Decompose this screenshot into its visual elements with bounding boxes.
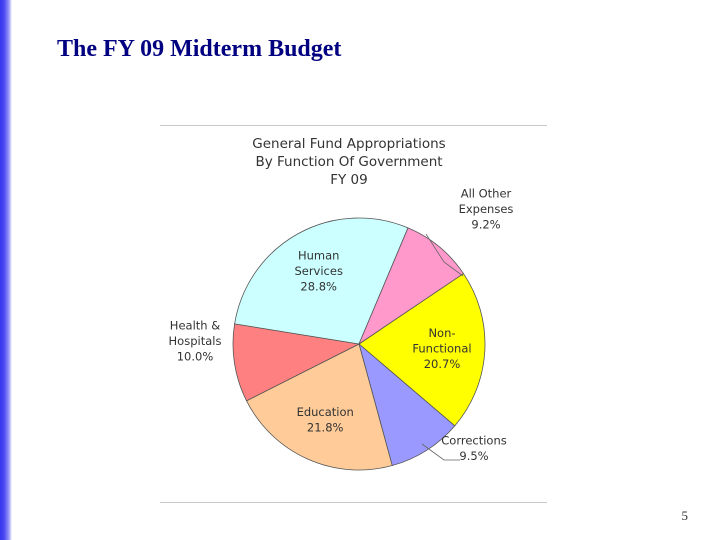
slice-label: Health & Hospitals 10.0% (169, 319, 222, 364)
slice-label-line: Human (298, 249, 339, 263)
pie-slice (232, 323, 361, 402)
chart-frame: General Fund Appropriations By Function … (160, 125, 547, 503)
slice-leader-line (425, 233, 464, 277)
slice-label-line: Functional (412, 342, 471, 356)
slice-label-line: Expenses (459, 202, 514, 216)
slice-label-line: 28.8% (300, 280, 337, 294)
slide-title: The FY 09 Midterm Budget (57, 36, 342, 62)
slice-label: All Other Expenses 9.2% (459, 187, 514, 232)
pie-slice (358, 272, 486, 427)
chart-bottom-rule (160, 502, 547, 503)
slice-label-line: 9.2% (471, 218, 500, 232)
page-number: 5 (681, 508, 689, 523)
pie-chart: Non- Functional 20.7% Corrections 9.5% Educat… (169, 187, 514, 471)
slice-label-line: Services (294, 264, 343, 278)
chart-title-line: By Function Of Government (255, 154, 443, 170)
slice-label-line: Non- (428, 326, 455, 340)
slice-label-line: Corrections (441, 433, 507, 447)
slice-label-line: Health & (170, 319, 220, 333)
pie-slice (358, 227, 465, 346)
pie-slice (245, 343, 393, 471)
slice-label: Human Services 28.8% (294, 249, 343, 294)
slice-label-line: Education (297, 405, 354, 419)
chart-title-line: FY 09 (330, 172, 368, 188)
slice-label-line: 9.5% (459, 449, 488, 463)
slice-label-line: 10.0% (177, 350, 214, 364)
pie-slice (234, 217, 409, 345)
chart-title-line: General Fund Appropriations (252, 136, 446, 152)
pie-slice (358, 342, 456, 467)
slice-label-line: 20.7% (424, 357, 461, 371)
slice-label-line: Hospitals (169, 334, 222, 348)
slice-label-line: All Other (461, 187, 512, 201)
slice-label: Corrections 9.5% (441, 433, 507, 463)
chart-top-rule (160, 125, 547, 126)
slice-label-line: 21.8% (307, 421, 344, 435)
slide-accent-bar (0, 0, 12, 540)
slice-label: Education 21.8% (297, 405, 354, 435)
slice-label: Non- Functional 20.7% (412, 326, 471, 371)
chart-title: General Fund Appropriations By Function … (224, 135, 474, 189)
slice-leader-line (421, 443, 460, 461)
